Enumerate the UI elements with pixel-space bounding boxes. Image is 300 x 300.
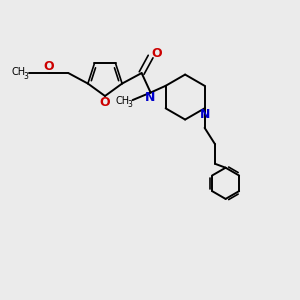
Text: O: O: [151, 47, 162, 60]
Text: 3: 3: [127, 100, 132, 109]
Text: CH: CH: [12, 67, 26, 76]
Text: O: O: [44, 60, 54, 73]
Text: N: N: [200, 108, 210, 121]
Text: CH: CH: [116, 96, 130, 106]
Text: O: O: [100, 96, 110, 109]
Text: 3: 3: [23, 72, 28, 81]
Text: N: N: [145, 92, 155, 104]
